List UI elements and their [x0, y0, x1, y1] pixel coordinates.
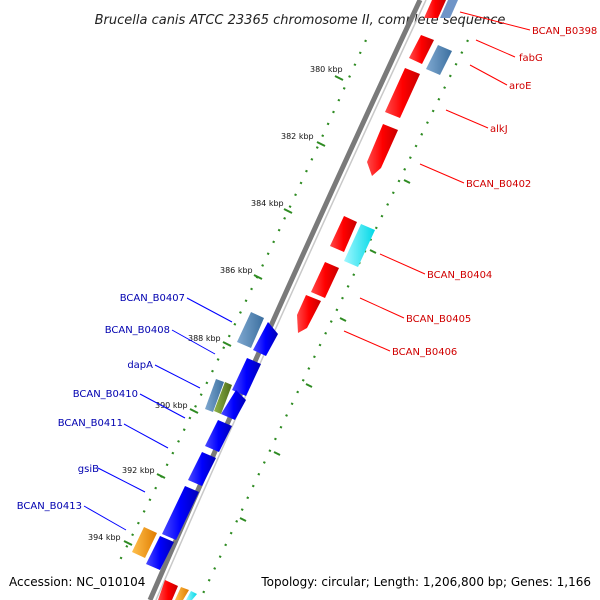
- gene-bcan-b0411: [205, 420, 232, 452]
- label-bcan-b0407: BCAN_B0407: [120, 293, 185, 304]
- gene-dapA: [232, 358, 261, 396]
- gene-bcan-b0410: [221, 390, 246, 420]
- gene-gsiB: [188, 452, 216, 486]
- label-fabG: fabG: [519, 53, 543, 64]
- gene-dapA-steel: [205, 379, 224, 412]
- label-bcan-b0402: BCAN_B0402: [466, 179, 531, 190]
- map-title: Brucella canis ATCC 23365 chromosome II,…: [95, 13, 506, 28]
- label-bcan-b0408: BCAN_B0408: [105, 325, 170, 336]
- gene-bcan-b0407: [237, 312, 264, 348]
- gene-fabG: [409, 35, 434, 64]
- tick-mark: [189, 408, 199, 414]
- gene-bcan-b0404: [330, 216, 357, 252]
- tick-mark: [222, 341, 232, 347]
- reverse-leaders: [83, 297, 233, 531]
- label-bcan-b0411: BCAN_B0411: [58, 418, 123, 429]
- tick-label: 392 kbp: [122, 466, 155, 475]
- reverse-genes: [132, 312, 278, 570]
- tick-mark: [283, 208, 293, 214]
- tick-label: 394 kbp: [88, 533, 121, 542]
- label-bcan-b0410: BCAN_B0410: [73, 389, 138, 400]
- label-bcan-b0405: BCAN_B0405: [406, 314, 471, 325]
- tick-label: 384 kbp: [251, 199, 284, 208]
- minor-ticks: [239, 179, 411, 522]
- tick-mark: [316, 141, 326, 147]
- tick-mark: [253, 274, 263, 280]
- label-aroE: aroE: [509, 81, 531, 92]
- reverse-labels: BCAN_B0407 BCAN_B0408 dapA BCAN_B0410 BC…: [17, 293, 185, 512]
- gene-bcan-b0404-cyan: [344, 224, 375, 267]
- backbone-highlight: [155, 0, 427, 600]
- gene-bcan-b0398: [424, 0, 446, 18]
- gene-bcan-b0413-orange: [132, 527, 157, 558]
- label-bcan-b0398: BCAN_B0398: [532, 26, 597, 37]
- label-bcan-b0404: BCAN_B0404: [427, 270, 492, 281]
- gene-lower-cyan: [186, 591, 197, 600]
- label-bcan-b0406: BCAN_B0406: [392, 347, 457, 358]
- gene-bcan-b0405: [311, 262, 339, 298]
- label-alkJ: alkJ: [490, 124, 508, 135]
- tick-mark: [156, 473, 166, 479]
- tick-mark: [123, 540, 133, 546]
- label-bcan-b0413: BCAN_B0413: [17, 501, 82, 512]
- gene-alkJ: [385, 68, 420, 118]
- gene-bcan-b0402: [367, 124, 398, 176]
- outer-dotted-track: [199, 39, 469, 600]
- forward-genes: [158, 0, 458, 600]
- tick-label: 386 kbp: [220, 266, 253, 275]
- gene-bcan-b0413-b: [146, 536, 174, 570]
- tick-label: 390 kbp: [155, 401, 188, 410]
- tick-group: 380 kbp 382 kbp 384 kbp 386 kbp 388 kbp …: [88, 65, 344, 546]
- forward-labels: BCAN_B0398 fabG aroE alkJ BCAN_B0402 BCA…: [392, 26, 597, 358]
- label-dapA: dapA: [127, 360, 153, 371]
- topology-summary: Topology: circular; Length: 1,206,800 bp…: [260, 575, 591, 589]
- gene-dapA-olive: [214, 382, 232, 414]
- tick-label: 380 kbp: [310, 65, 343, 74]
- accession-text: Accession: NC_010104: [9, 575, 145, 589]
- tick-label: 382 kbp: [281, 132, 314, 141]
- gene-lower-red: [158, 580, 178, 600]
- tick-mark: [334, 75, 344, 81]
- gene-bcan-b0408: [253, 322, 278, 356]
- label-gsiB: gsiB: [78, 464, 99, 475]
- gene-bcan-b0413-a: [162, 486, 199, 540]
- tick-label: 388 kbp: [188, 334, 221, 343]
- gene-bcan-b0406: [297, 295, 321, 333]
- gene-lower-orange: [175, 587, 189, 600]
- gene-bcan-b0398-b: [440, 0, 458, 18]
- gene-aroE-blue: [426, 45, 452, 75]
- forward-leaders: [343, 11, 531, 352]
